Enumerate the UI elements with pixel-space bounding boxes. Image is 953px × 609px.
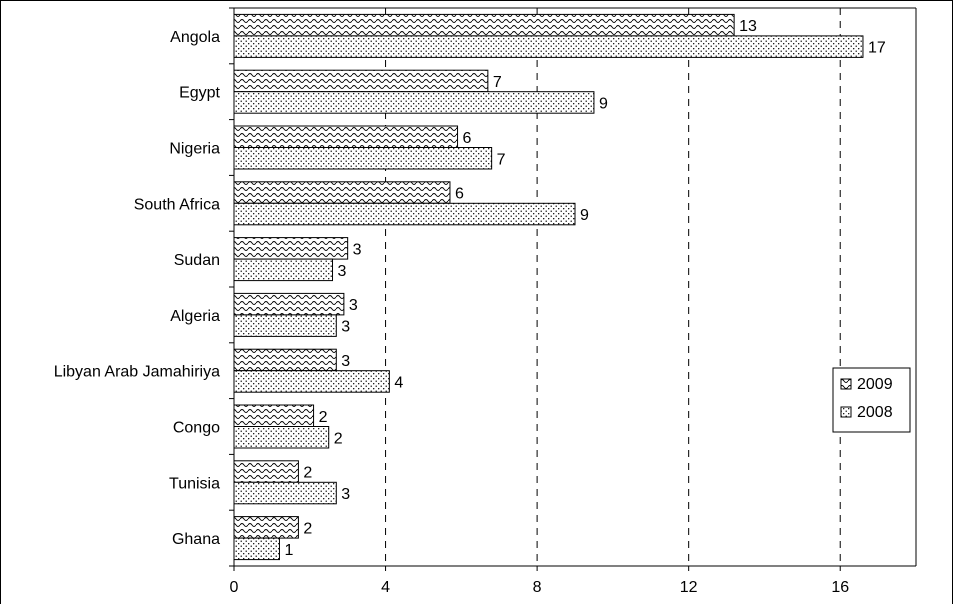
bar-egypt-2008 [233,91,595,114]
data-label-ghana-2009: 2 [303,520,312,537]
data-label-nigeria-2008: 7 [497,151,506,168]
bar-south-africa-2008 [233,202,576,226]
bar-egypt-2009 [233,69,489,93]
legend-label-2008: 2008 [857,404,893,421]
data-label-tunisia-2009: 2 [303,465,312,482]
category-label-ghana: Ghana [172,531,220,548]
category-label-angola: Angola [170,29,220,46]
bar-sudan-2008 [233,258,334,282]
category-label-congo: Congo [173,420,220,437]
category-label-algeria: Algeria [170,308,220,325]
category-label-nigeria: Nigeria [169,141,220,158]
x-tick-label-12: 12 [680,579,698,596]
bar-angola-2008 [233,35,864,58]
data-label-sudan-2008: 3 [338,263,347,280]
bar-angola-2009 [233,13,735,37]
bar-south-africa-2009 [233,181,451,204]
bar-nigeria-2009 [233,125,459,148]
category-label-tunisia: Tunisia [169,475,220,492]
bar-sudan-2009 [233,237,349,260]
legend-swatch-2009 [840,378,852,390]
bar-congo-2008 [233,426,330,449]
data-label-libyan-arab-jamahiriya-2008: 4 [394,374,403,391]
data-label-sudan-2009: 3 [353,241,362,258]
legend: 2009 2008 [832,367,911,433]
data-label-south-africa-2009: 6 [455,186,464,203]
data-label-algeria-2009: 3 [349,297,358,314]
data-label-congo-2009: 2 [319,409,328,426]
data-label-algeria-2008: 3 [341,319,350,336]
category-label-sudan: Sudan [174,252,220,269]
bar-tunisia-2008 [233,481,337,505]
data-label-nigeria-2009: 6 [463,130,472,147]
legend-swatch-2008 [840,406,852,418]
data-label-tunisia-2008: 3 [341,486,350,503]
legend-label-2009: 2009 [857,376,893,393]
x-tick-label-16: 16 [831,579,849,596]
x-tick-label-4: 4 [381,579,390,596]
x-tick-label-8: 8 [533,579,542,596]
data-label-angola-2008: 17 [868,40,886,57]
bar-algeria-2008 [233,314,337,337]
data-label-angola-2009: 13 [739,18,757,35]
data-label-congo-2008: 2 [334,430,343,447]
bar-ghana-2009 [233,516,299,539]
bar-congo-2009 [233,404,315,427]
category-label-libyan-arab-jamahiriya: Libyan Arab Jamahiriya [54,364,220,381]
x-tick-label-0: 0 [230,579,239,596]
data-label-egypt-2009: 7 [493,74,502,91]
data-label-libyan-arab-jamahiriya-2009: 3 [341,353,350,370]
bar-libyan-arab-jamahiriya-2008 [233,370,390,393]
bar-nigeria-2008 [233,147,493,170]
bar-ghana-2008 [233,537,280,561]
data-label-south-africa-2008: 9 [580,207,589,224]
category-label-egypt: Egypt [179,85,220,102]
data-label-egypt-2008: 9 [599,95,608,112]
category-label-south-africa: South Africa [134,196,220,213]
bar-libyan-arab-jamahiriya-2009 [233,348,337,372]
bar-algeria-2009 [233,292,345,316]
bar-tunisia-2009 [233,460,299,483]
data-label-ghana-2008: 1 [284,542,293,559]
